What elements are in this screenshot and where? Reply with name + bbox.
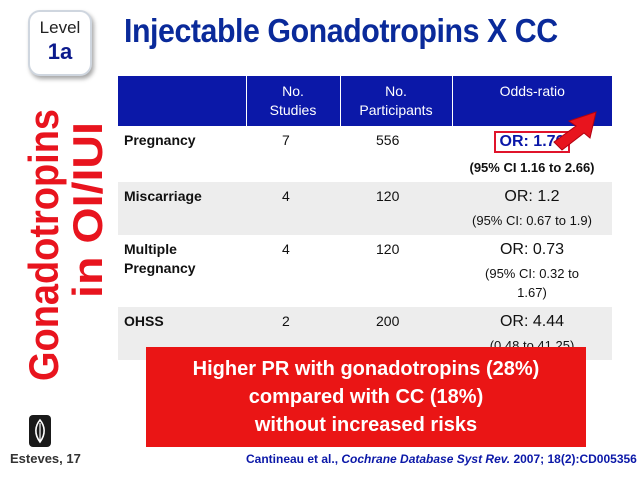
cell-participants: 556 [340,126,452,182]
cell-outcome: Miscarriage [118,182,246,235]
level-value: 1a [47,39,73,64]
table-header-row: No. Studies No. Participants Odds-ratio [118,76,612,126]
callout-line3: without increased risks [254,414,478,436]
cell-or-value: OR: 1.2 [504,188,560,205]
header-participants: No. Participants [340,76,453,126]
callout-line2: compared with CC (18%) [248,386,484,408]
cell-ci: (95% CI 1.16 to 2.66) [469,160,595,175]
side-title-line1: Gonadotropins [20,109,67,381]
citation: Cantineau et al., Cochrane Database Syst… [246,452,637,466]
cell-participants: 120 [340,182,452,235]
author-credit: Esteves, 17 [10,451,81,466]
header-odds-ratio: Odds-ratio [452,76,612,126]
key-finding-callout: Higher PR with gonadotropins (28%) compa… [146,347,586,447]
cell-or-value: OR: 4.44 [499,313,565,330]
side-title-line2: in OI/IUI [64,122,106,298]
table-row: Multiple Pregnancy 4 120 OR: 0.73 (95% C… [118,235,612,307]
cell-odds-ratio: OR: 1.76 (95% CI 1.16 to 2.66) [452,126,612,182]
level-badge: Level 1a [28,10,92,76]
red-arrow-icon [553,111,597,151]
level-label: Level [39,18,81,37]
cell-odds-ratio: OR: 0.73 (95% CI: 0.32 to 1.67) [452,235,612,307]
side-title: Gonadotropins in OI/IUI [6,100,111,390]
cell-studies: 4 [246,235,340,307]
citation-authors: Cantineau et al., [246,452,342,466]
cell-outcome: Multiple Pregnancy [118,235,246,307]
cell-studies: 7 [246,126,340,182]
header-studies: No. Studies [246,76,341,126]
institution-logo-icon [29,415,51,447]
cell-studies: 4 [246,182,340,235]
cell-ci: (95% CI: 0.67 to 1.9) [472,213,592,228]
citation-journal: Cochrane Database Syst Rev. [341,452,511,466]
results-table: No. Studies No. Participants Odds-ratio … [118,76,612,360]
slide-title: Injectable Gonadotropins X CC [124,12,558,49]
citation-details: 2007; 18(2):CD005356 [510,452,637,466]
header-outcome [118,76,247,126]
callout-line1: Higher PR with gonadotropins (28%) [192,358,540,380]
table-row: Pregnancy 7 556 OR: 1.76 (95% CI 1.16 to… [118,126,612,182]
cell-participants: 120 [340,235,452,307]
cell-ci: (95% CI: 0.32 to 1.67) [485,266,579,300]
table-row: Miscarriage 4 120 OR: 1.2 (95% CI: 0.67 … [118,182,612,235]
cell-or-value: OR: 0.73 [499,241,565,258]
cell-outcome: Pregnancy [118,126,246,182]
table-row: OHSS 2 200 OR: 4.44 (0.48 to 41.25) [118,307,612,360]
cell-odds-ratio: OR: 1.2 (95% CI: 0.67 to 1.9) [452,182,612,235]
